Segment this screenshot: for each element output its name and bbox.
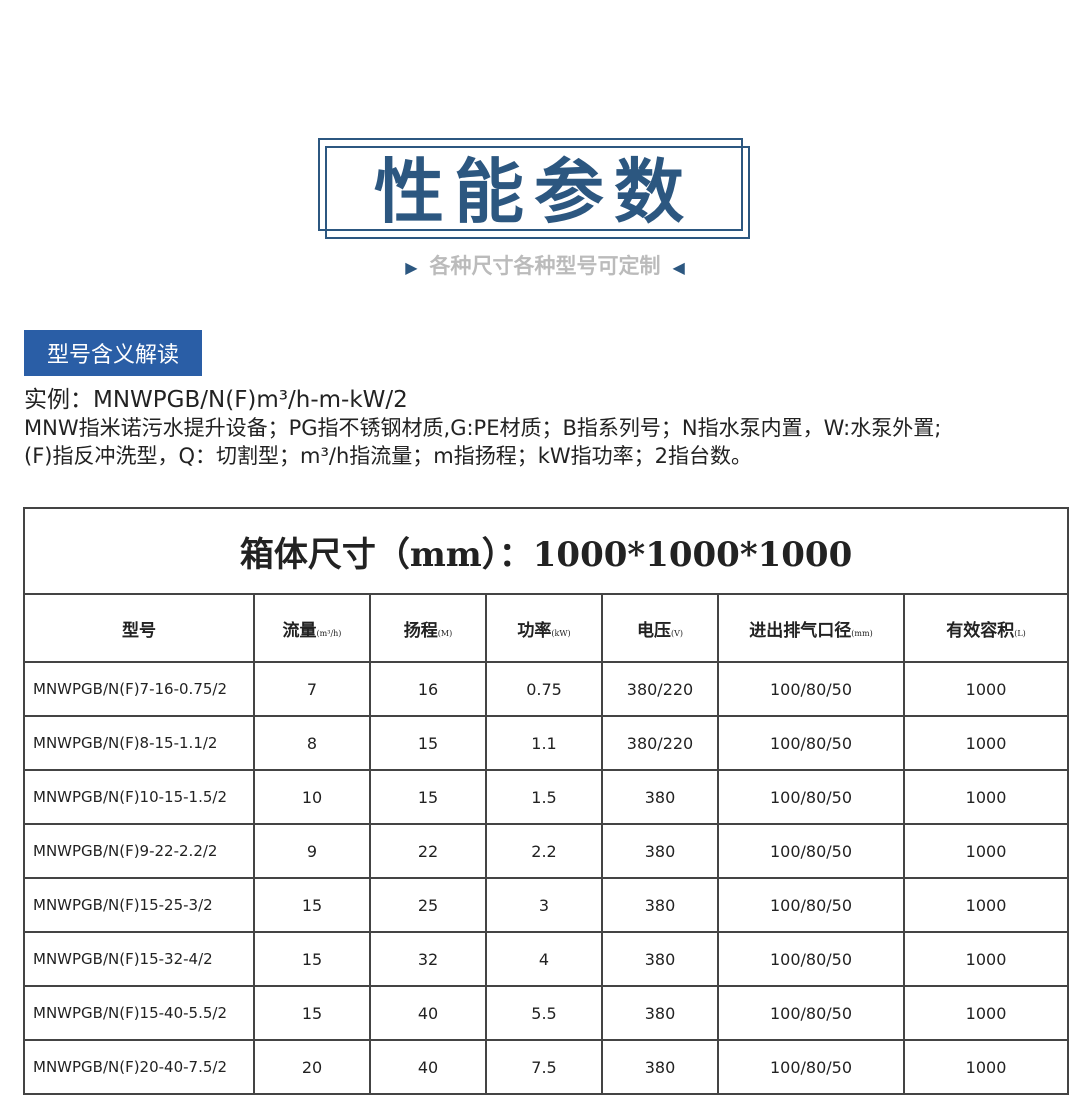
table-cell: 100/80/50 — [717, 661, 905, 717]
model-description: 实例：MNWPGB/N(F)m³/h-m-kW/2 MNW指米诺污水提升设备；P… — [24, 386, 941, 470]
table-cell: 4 — [485, 931, 603, 987]
model-cell: MNWPGB/N(F)15-40-5.5/2 — [23, 985, 255, 1041]
header-label: 进出排气口径 — [749, 620, 852, 641]
example-line: 实例：MNWPGB/N(F)m³/h-m-kW/2 — [24, 387, 408, 413]
table-cell: 40 — [369, 985, 487, 1041]
table-cell: 380 — [601, 1039, 719, 1095]
table-row: MNWPGB/N(F)20-40-7.5/2 20 40 7.5 380 100/80/5… — [23, 1039, 1070, 1095]
table-cell: 1000 — [902, 661, 1070, 717]
table-cell: 1000 — [902, 1039, 1070, 1095]
header-unit: (mm) — [851, 628, 873, 638]
table-cell: 100/80/50 — [717, 769, 905, 825]
column-header: 有效容积(L) — [902, 593, 1070, 663]
table-cell: 15 — [253, 877, 371, 933]
table-cell: 380/220 — [601, 661, 719, 717]
table-cell: 100/80/50 — [717, 715, 905, 771]
triangle-right-icon: ▶ — [405, 258, 418, 277]
table-cell: 20 — [253, 1039, 371, 1095]
table-cell: 22 — [369, 823, 487, 879]
header-unit: (L) — [1014, 628, 1026, 638]
table-cell: 100/80/50 — [717, 877, 905, 933]
model-cell: MNWPGB/N(F)8-15-1.1/2 — [23, 715, 255, 771]
column-header: 功率(kW) — [485, 593, 603, 663]
model-cell: MNWPGB/N(F)7-16-0.75/2 — [23, 661, 255, 717]
table-cell: 15 — [369, 769, 487, 825]
table-cell: 1.1 — [485, 715, 603, 771]
table-caption: 箱体尺寸（mm）：1000*1000*1000 — [22, 507, 1070, 595]
table-cell: 1000 — [902, 877, 1070, 933]
table-cell: 380 — [601, 823, 719, 879]
table-row: MNWPGB/N(F)7-16-0.75/2 7 16 0.75 380/220 100/… — [23, 661, 1070, 717]
model-cell: MNWPGB/N(F)15-25-3/2 — [23, 877, 255, 933]
table-cell: 8 — [253, 715, 371, 771]
table-cell: 16 — [369, 661, 487, 717]
table-row: MNWPGB/N(F)15-25-3/2 15 25 3 380 100/80/50 100… — [23, 877, 1070, 933]
table-cell: 380 — [601, 931, 719, 987]
title-frame-front — [325, 146, 750, 239]
table-cell: 100/80/50 — [717, 985, 905, 1041]
table-row: MNWPGB/N(F)15-32-4/2 15 32 4 380 100/80/50 100… — [23, 931, 1070, 987]
description-line-1: MNW指米诺污水提升设备；PG指不锈钢材质,G:PE材质；B指系列号；N指水泵内… — [24, 416, 942, 440]
table-cell: 0.75 — [485, 661, 603, 717]
table-cell: 1000 — [902, 715, 1070, 771]
header-unit: (V) — [670, 628, 684, 638]
table-cell: 380 — [601, 877, 719, 933]
table-cell: 1000 — [902, 931, 1070, 987]
table-cell: 15 — [253, 985, 371, 1041]
table-cell: 10 — [253, 769, 371, 825]
header-label: 有效容积 — [946, 620, 1015, 641]
table-cell: 15 — [253, 931, 371, 987]
column-header: 扬程(M) — [369, 593, 487, 663]
header-unit: (M) — [437, 628, 453, 638]
table-cell: 2.2 — [485, 823, 603, 879]
table-cell: 380 — [601, 769, 719, 825]
section-badge: 型号含义解读 — [24, 330, 202, 376]
header-label: 型号 — [122, 620, 156, 641]
title-frame-back — [318, 138, 743, 231]
header-label: 电压 — [636, 620, 671, 641]
table-cell: 5.5 — [485, 985, 603, 1041]
table-cell: 100/80/50 — [717, 823, 905, 879]
model-cell: MNWPGB/N(F)15-32-4/2 — [23, 931, 255, 987]
table-row: MNWPGB/N(F)10-15-1.5/2 10 15 1.5 380 100/80/5… — [23, 769, 1070, 825]
description-line-2: (F)指反冲洗型，Q：切割型；m³/h指流量；m指扬程；kW指功率；2指台数。 — [24, 444, 752, 468]
table-cell: 15 — [369, 715, 487, 771]
model-cell: MNWPGB/N(F)10-15-1.5/2 — [23, 769, 255, 825]
model-cell: MNWPGB/N(F)9-22-2.2/2 — [23, 823, 255, 879]
header-label: 扬程 — [403, 620, 438, 641]
triangle-left-icon: ◀ — [672, 258, 685, 277]
table-cell: 100/80/50 — [717, 931, 905, 987]
table-cell: 3 — [485, 877, 603, 933]
table-cell: 1000 — [902, 985, 1070, 1041]
table-cell: 1.5 — [485, 769, 603, 825]
table-cell: 1000 — [902, 823, 1070, 879]
column-header: 进出排气口径(mm) — [717, 593, 905, 663]
table-cell: 7 — [253, 661, 371, 717]
spec-table: 箱体尺寸（mm）：1000*1000*1000 型号 流量(m³/h) 扬程(M) 功… — [22, 507, 1070, 1095]
table-row: MNWPGB/N(F)15-40-5.5/2 15 40 5.5 380 100/80/5… — [23, 985, 1070, 1041]
header-unit: (kW) — [551, 628, 571, 638]
table-cell: 380/220 — [601, 715, 719, 771]
subtitle-text: 各种尺寸各种型号可定制 — [429, 254, 661, 278]
header-unit: (m³/h) — [316, 628, 342, 638]
column-header: 型号 — [23, 593, 255, 663]
subtitle: ▶ 各种尺寸各种型号可定制 ◀ — [0, 250, 1090, 280]
column-header: 电压(V) — [601, 593, 719, 663]
table-row: MNWPGB/N(F)9-22-2.2/2 9 22 2.2 380 100/80/50 1… — [23, 823, 1070, 879]
table-cell: 380 — [601, 985, 719, 1041]
table-cell: 100/80/50 — [717, 1039, 905, 1095]
header-label: 流量 — [282, 620, 317, 641]
table-cell: 32 — [369, 931, 487, 987]
header-label: 功率 — [517, 620, 552, 641]
column-header: 流量(m³/h) — [253, 593, 371, 663]
table-row: MNWPGB/N(F)8-15-1.1/2 8 15 1.1 380/220 100/80… — [23, 715, 1070, 771]
table-cell: 40 — [369, 1039, 487, 1095]
table-cell: 7.5 — [485, 1039, 603, 1095]
table-cell: 9 — [253, 823, 371, 879]
model-cell: MNWPGB/N(F)20-40-7.5/2 — [23, 1039, 255, 1095]
page-title: 性能参数 — [374, 151, 694, 233]
table-cell: 25 — [369, 877, 487, 933]
table-cell: 1000 — [902, 769, 1070, 825]
